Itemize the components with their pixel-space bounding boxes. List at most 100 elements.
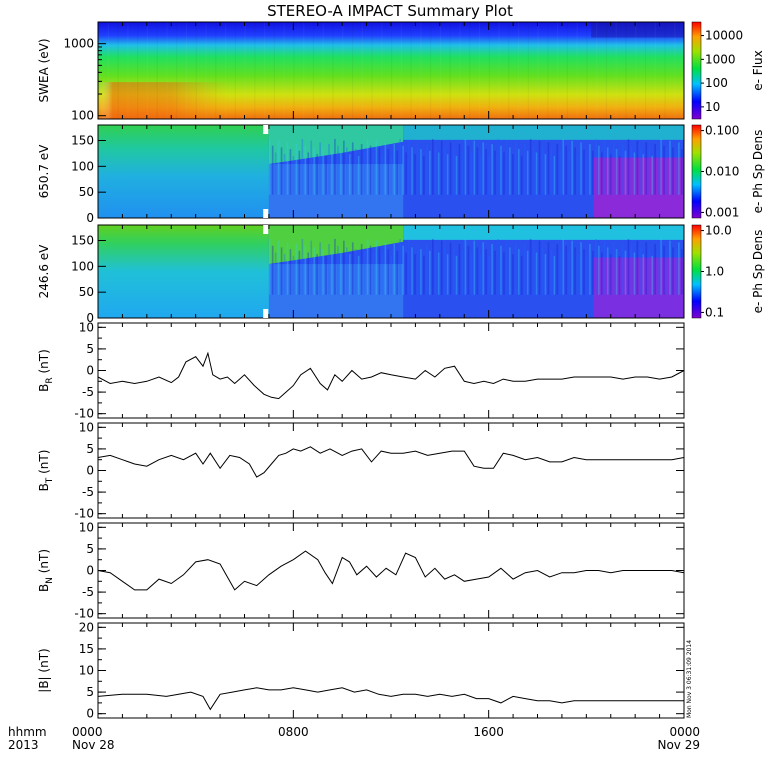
swea-stripe (342, 22, 344, 119)
pad-streak (274, 152, 277, 195)
pad-streak (648, 249, 651, 295)
pad-ytick-label: 150 (71, 134, 94, 148)
pad-streak (455, 255, 458, 295)
pad-streak (494, 250, 496, 295)
pad-streak (434, 245, 437, 295)
swea-stripe (185, 22, 188, 119)
pad-streak (520, 255, 523, 295)
field-trace-R (97, 351, 685, 400)
pad-streak (651, 155, 653, 195)
pad-streak (357, 155, 360, 195)
pad-streak (357, 255, 360, 295)
line-ytick-label: -10 (74, 407, 94, 421)
pad-ytick-label: 150 (71, 234, 94, 248)
pad-streak (624, 150, 627, 195)
pad-streak (580, 142, 582, 195)
pad-streak (360, 144, 363, 195)
swea-stripe (596, 22, 598, 119)
colorbar-tick-label: 10.0 (705, 224, 732, 238)
pad-streak (470, 252, 473, 295)
pad-streak (612, 142, 615, 195)
pad-streak (681, 149, 683, 195)
swea-stripe (322, 22, 324, 119)
line-panel-frame (97, 422, 685, 519)
pad-streak (672, 247, 674, 295)
swea-stripe (644, 22, 647, 119)
pad-streak (337, 245, 339, 295)
pad-streak (497, 238, 499, 295)
pad-ytick-label: 0 (86, 311, 94, 325)
pad-streak (286, 242, 289, 295)
pad-streak (331, 150, 333, 195)
pad-streak (648, 149, 651, 195)
pad-streak (340, 152, 342, 195)
pad-streak (681, 249, 683, 295)
pad-streak (678, 142, 680, 195)
pad-streak (624, 250, 627, 295)
pad-streak (494, 150, 496, 195)
pad-streak (286, 142, 289, 195)
line-ytick-label: -10 (74, 507, 94, 521)
pad-streak (381, 154, 384, 195)
pad-streak (663, 245, 665, 295)
pad-streak (491, 144, 493, 195)
pad-streak (283, 154, 286, 195)
swea-stripe (117, 22, 119, 119)
pad-streak (449, 242, 452, 295)
swea-stripe (166, 22, 168, 119)
line-ytick-label: 10 (79, 320, 94, 334)
line-ytick-label: 5 (86, 342, 94, 356)
pad-streak (414, 254, 416, 295)
pad-streak (547, 142, 550, 195)
swea-stripe (508, 22, 510, 119)
line-ytick-label: 5 (86, 542, 94, 556)
pad-streak (592, 250, 594, 295)
pad-streak (654, 244, 656, 295)
pad-streak (313, 247, 315, 295)
pad-streak (334, 138, 336, 195)
pad-streak (313, 147, 315, 195)
pad-streak (429, 250, 431, 295)
swea-stripe (547, 22, 549, 119)
pad-streak (414, 154, 416, 195)
pad-streak (532, 145, 535, 195)
pad-streak (399, 238, 401, 295)
pad-streak (411, 247, 413, 295)
pad-streak (645, 242, 648, 295)
pad-streak (455, 155, 458, 195)
line-ytick-label: 20 (79, 620, 94, 634)
pad-streak (615, 149, 618, 195)
pad-streak (289, 249, 292, 295)
pad-streak (467, 145, 470, 195)
pad-streak (529, 138, 532, 195)
pad-streak (437, 252, 440, 295)
pad-streak (384, 242, 387, 295)
pad-streak (633, 252, 636, 295)
line-ytick-label: -10 (74, 607, 94, 621)
pad-streak (328, 144, 330, 195)
pad-streak (405, 152, 407, 195)
line-ytick-label: 5 (86, 442, 94, 456)
pad-streak (515, 142, 517, 195)
pad-streak (458, 244, 461, 295)
pad-streak (672, 147, 674, 195)
pad-streak (476, 147, 479, 195)
pad-streak (520, 155, 523, 195)
swea-stripe (351, 22, 354, 119)
pad-streak (405, 252, 407, 295)
swea-stripe (146, 22, 149, 119)
pad-streak (642, 154, 645, 195)
pad-streak (301, 238, 304, 295)
pad-streak (515, 242, 517, 295)
pad-streak (526, 150, 529, 195)
swea-stripe (625, 22, 627, 119)
pad-streak (331, 250, 333, 295)
pad-ytick-label: 0 (86, 211, 94, 225)
swea-stripe (517, 22, 520, 119)
pad-streak (322, 149, 324, 195)
pad-late-cap (403, 225, 684, 240)
pad-streak (633, 152, 636, 195)
pad-streak (485, 249, 487, 295)
swea-stripe (400, 22, 402, 119)
pad-streak (268, 138, 271, 195)
